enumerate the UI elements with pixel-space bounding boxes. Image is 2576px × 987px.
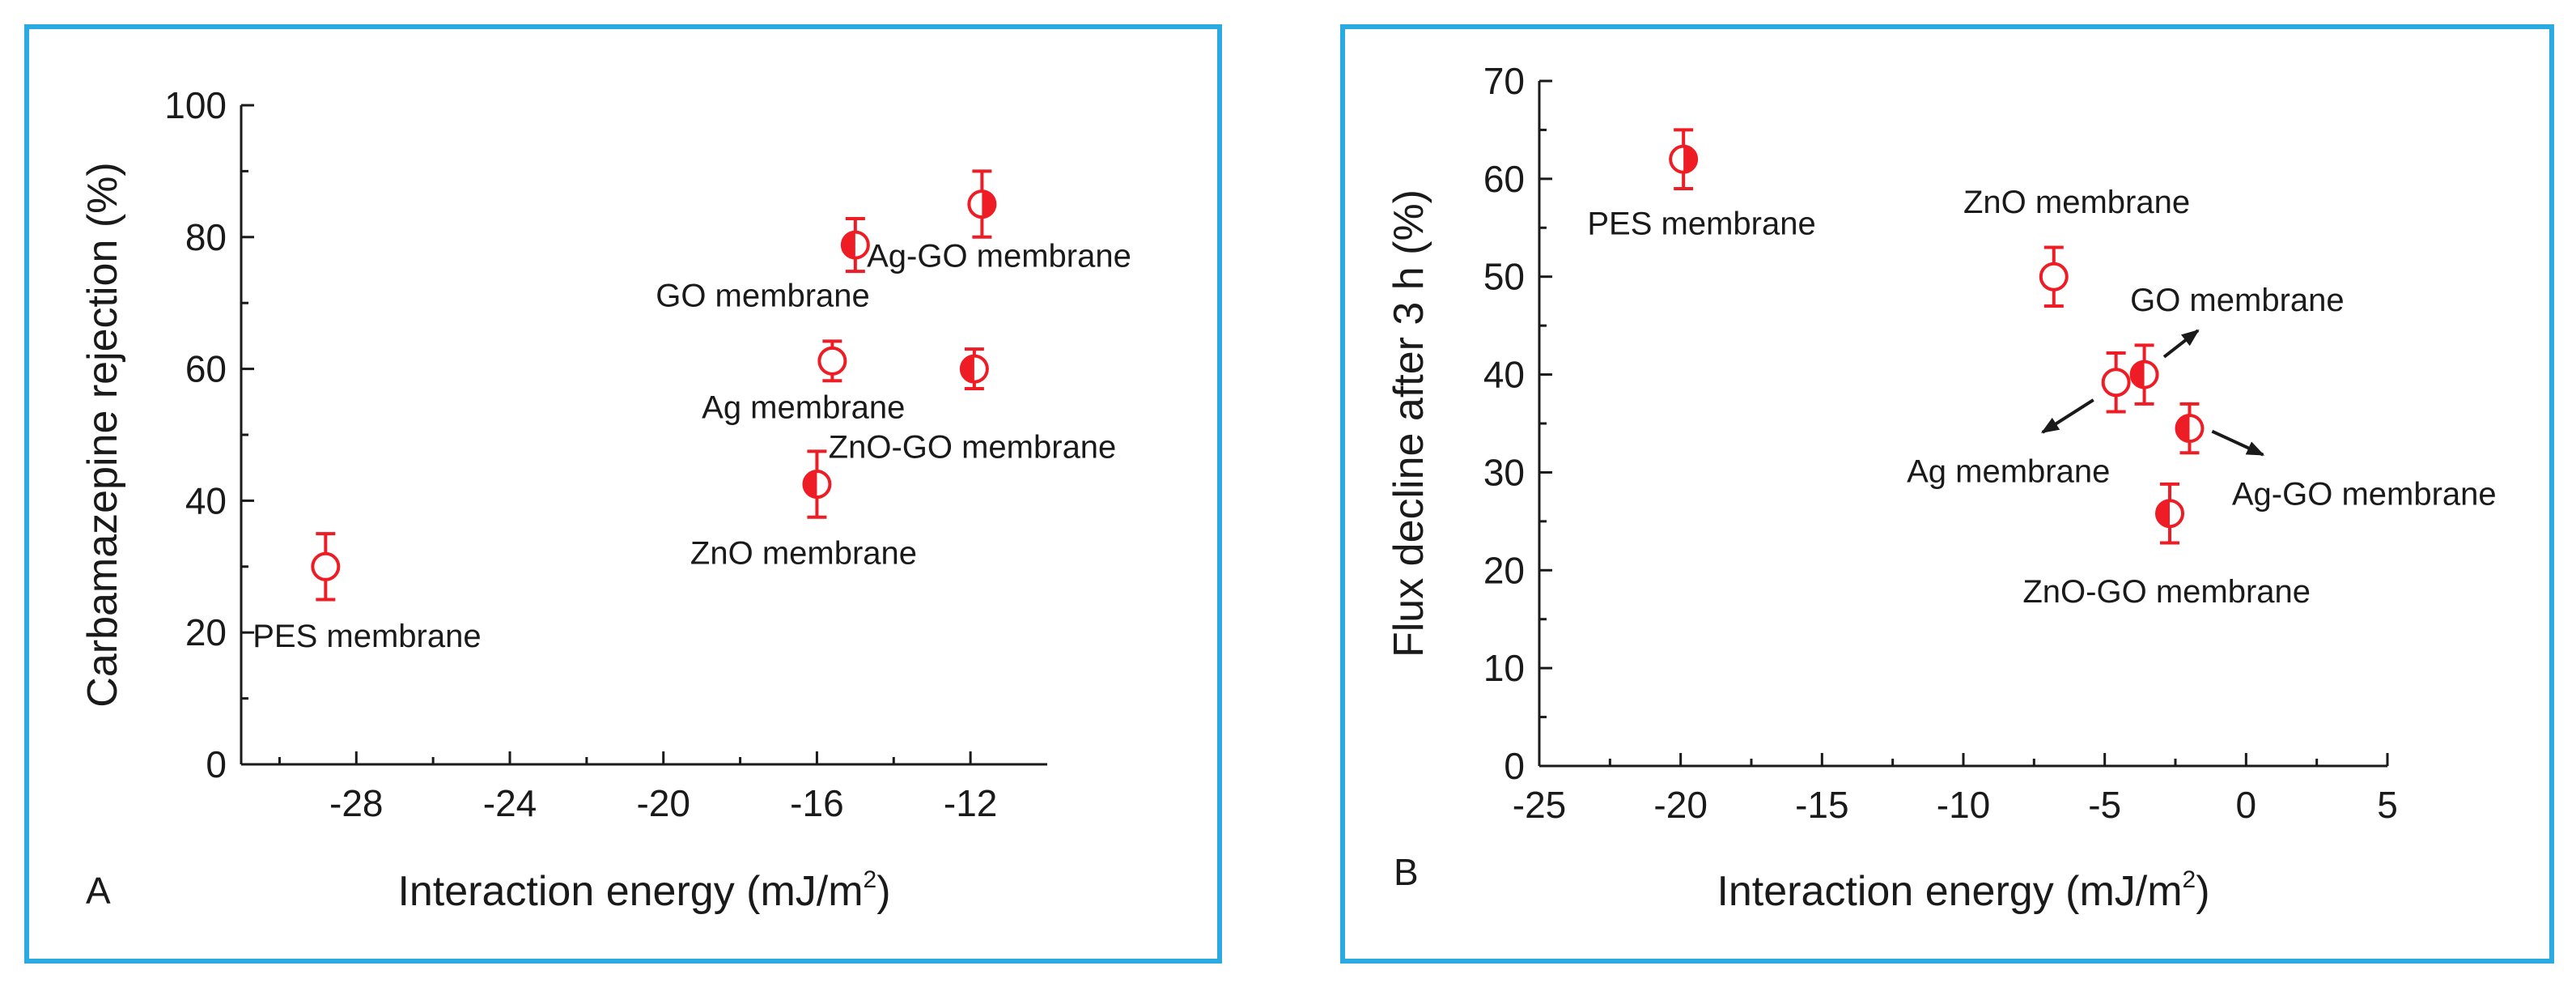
x-tick-label: -15	[1795, 784, 1848, 826]
y-tick-label: 40	[1483, 354, 1525, 396]
y-tick-label: 100	[164, 84, 227, 126]
x-tick-label: -12	[944, 782, 997, 824]
marker-circle	[311, 551, 341, 581]
data-point	[967, 169, 997, 239]
point-label: GO membrane	[2130, 283, 2345, 318]
data-point	[840, 217, 870, 274]
y-tick-label: 60	[185, 348, 227, 390]
point-label: Ag membrane	[1907, 454, 2110, 490]
y-tick-label: 80	[185, 216, 227, 258]
marker-fill	[961, 355, 974, 382]
panel-letter: B	[1394, 851, 1419, 893]
y-tick-label: 70	[1483, 60, 1525, 102]
chart-panel-b: 0 10 20 30 40 50 60 70 -25 -20 -15 -10 -5 0 5 Interacti…	[1340, 24, 2554, 964]
y-tick-label: 30	[1483, 451, 1525, 493]
marker-fill	[1683, 146, 1697, 172]
y-axis-title: Flux decline after 3 h (%)	[1386, 189, 1432, 657]
x-tick-label: -28	[329, 782, 383, 824]
marker-circle	[2039, 262, 2069, 291]
point-label: GO membrane	[656, 278, 870, 313]
data-point	[311, 532, 341, 602]
panel-letter: A	[86, 870, 111, 912]
point-label: Ag-GO membrane	[867, 238, 1131, 274]
point-label: PES membrane	[253, 619, 481, 654]
y-tick-label: 40	[185, 479, 227, 521]
marker-fill	[804, 471, 817, 498]
marker-fill	[2157, 500, 2171, 527]
x-tick-label: -16	[790, 782, 843, 824]
marker-fill	[842, 232, 855, 258]
point-label: ZnO membrane	[690, 536, 917, 572]
x-tick-label: -10	[1937, 784, 1990, 826]
pointer-arrow	[2040, 398, 2094, 434]
y-tick-label: 20	[1483, 549, 1525, 591]
x-tick-label: -25	[1513, 784, 1566, 826]
data-point	[1669, 128, 1699, 190]
y-tick-label: 10	[1483, 647, 1525, 689]
pointer-arrow	[2211, 429, 2265, 457]
point-label: PES membrane	[1587, 206, 1815, 242]
x-tick-label: -24	[483, 782, 537, 824]
data-point	[2039, 245, 2069, 308]
marker-fill	[982, 191, 995, 218]
x-tick-label: 0	[2236, 784, 2257, 826]
point-label: Ag membrane	[702, 390, 905, 426]
marker-fill	[2176, 415, 2190, 442]
data-point	[2155, 482, 2185, 545]
point-label: Ag-GO membrane	[2232, 476, 2497, 512]
pointer-arrow	[2162, 329, 2200, 359]
y-tick-label: 50	[1483, 256, 1525, 298]
y-tick-label: 60	[1483, 158, 1525, 200]
x-tick-label: -20	[1653, 784, 1707, 826]
data-point	[959, 347, 989, 391]
x-tick-label: -5	[2088, 784, 2121, 826]
data-point	[2101, 351, 2131, 414]
chart-panel-a: 0 20 40 60 80 100 -28 -24 -20 -16 -12 Interaction e…	[24, 24, 1222, 964]
data-point	[817, 339, 847, 383]
marker-circle	[817, 346, 847, 376]
data-point	[802, 449, 832, 519]
y-tick-label: 20	[185, 611, 227, 653]
data-point	[2129, 343, 2159, 406]
y-axis-title: Carbamazepine rejection (%)	[79, 162, 126, 707]
marker-circle	[2101, 368, 2131, 398]
point-label: ZnO-GO membrane	[829, 429, 1117, 465]
x-tick-label: -20	[636, 782, 690, 824]
point-label: ZnO membrane	[1963, 185, 2190, 220]
chart-b-svg: 0 10 20 30 40 50 60 70 -25 -20 -15 -10 -5 0 5 Interacti…	[1386, 60, 2497, 915]
point-label: ZnO-GO membrane	[2022, 574, 2311, 610]
x-tick-label: 5	[2377, 784, 2398, 826]
chart-a-svg: 0 20 40 60 80 100 -28 -24 -20 -16 -12 Interaction e…	[79, 84, 1131, 915]
marker-fill	[2131, 361, 2145, 388]
data-point	[2175, 402, 2205, 455]
y-tick-label: 0	[206, 743, 227, 785]
x-axis-title: Interaction energy (mJ/m2)	[397, 866, 890, 915]
x-axis-title: Interaction energy (mJ/m2)	[1717, 866, 2209, 915]
y-tick-label: 0	[1504, 745, 1525, 787]
